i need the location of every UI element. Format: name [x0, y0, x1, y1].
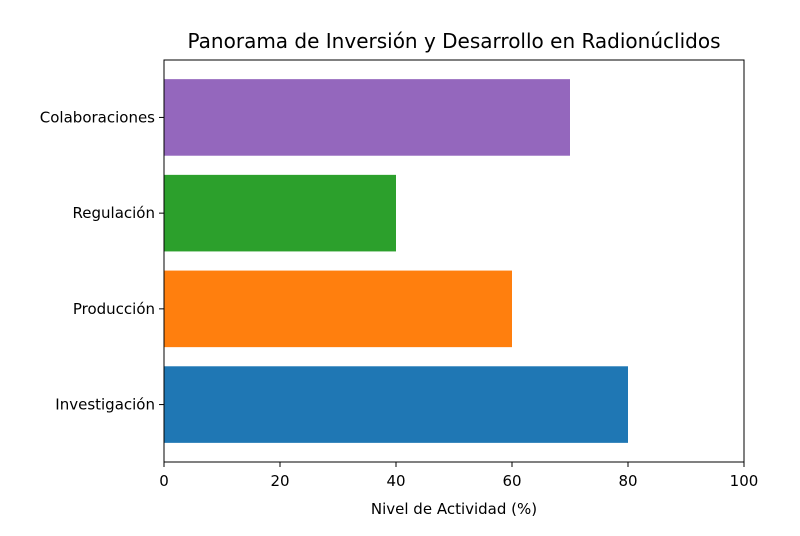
y-tick-label: Regulación	[73, 204, 155, 222]
y-axis: Investigación Producción Regulación Colabor…	[40, 108, 164, 414]
x-axis-label: Nivel de Actividad (%)	[371, 500, 537, 518]
y-tick-label: Colaboraciones	[40, 108, 155, 126]
y-tick-label: Producción	[73, 300, 155, 318]
bar-3	[164, 79, 570, 156]
y-tick-label: Investigación	[55, 396, 155, 414]
bar-1	[164, 270, 512, 348]
plot-frame	[163, 59, 745, 463]
x-tick-label: 20	[270, 472, 289, 490]
x-tick-label: 40	[386, 472, 405, 490]
bar-0	[164, 366, 628, 443]
bars-group	[164, 79, 628, 443]
chart-title: Panorama de Inversión y Desarrollo en Ra…	[188, 29, 721, 53]
x-tick-label: 60	[502, 472, 521, 490]
x-tick-label: 100	[730, 472, 759, 490]
x-tick-label: 80	[618, 472, 637, 490]
x-tick-label: 0	[159, 472, 169, 490]
x-axis: 0 20 40 60 80 100	[159, 462, 758, 490]
bar-2	[164, 174, 396, 252]
